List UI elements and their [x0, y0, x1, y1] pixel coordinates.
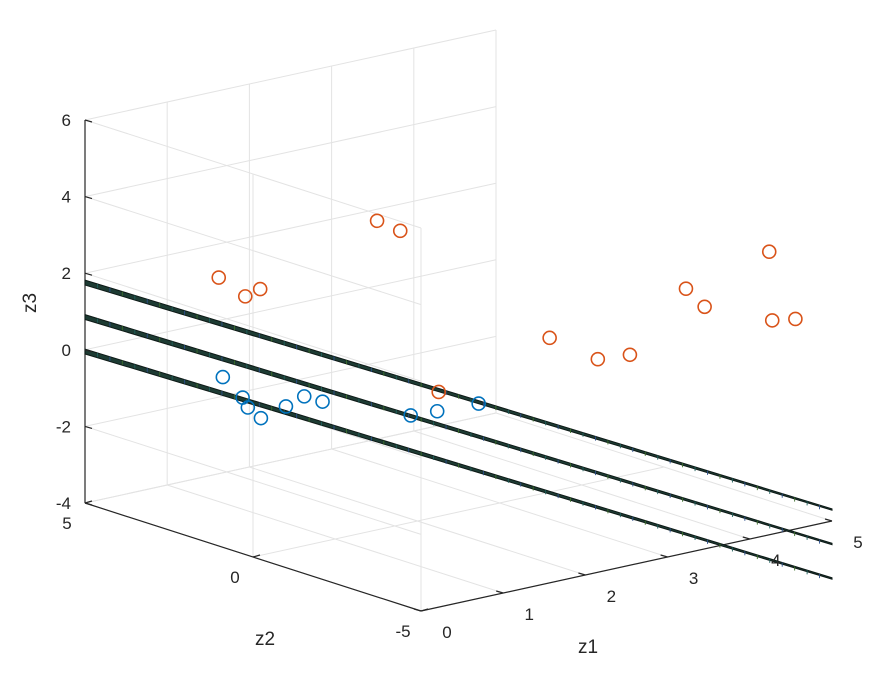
- y-tick-label: -5: [395, 622, 410, 641]
- data-point: [761, 244, 777, 260]
- x-tick-label: 1: [524, 605, 533, 624]
- data-point: [253, 410, 269, 426]
- gridline-z-backwall: [84, 106, 497, 198]
- data-point: [237, 289, 253, 304]
- z-tick-mark: [84, 425, 93, 429]
- data-point: [215, 369, 231, 385]
- z-tick-mark: [84, 196, 93, 200]
- gridline-z-sidewall: [84, 425, 422, 535]
- data-point: [429, 403, 445, 419]
- gridline-z-sidewall: [84, 119, 422, 229]
- data-point: [622, 347, 638, 363]
- scatter-points: [211, 213, 803, 426]
- z-tick-label: 0: [62, 341, 71, 360]
- x-axis-line: [420, 520, 833, 612]
- x-tick-label: 5: [853, 533, 862, 552]
- z-tick-label: 6: [62, 111, 71, 130]
- data-point: [431, 384, 447, 400]
- data-point: [788, 311, 803, 327]
- gridline-z-sidewall: [84, 272, 422, 382]
- x-axis-label: z1: [578, 637, 598, 658]
- z-tick-label: -2: [56, 417, 71, 436]
- y-tick-mark: [252, 554, 261, 558]
- x-tick-mark: [660, 554, 668, 558]
- y-tick-label: 0: [230, 568, 239, 587]
- z-tick-mark: [84, 119, 93, 123]
- data-point: [252, 281, 268, 297]
- data-point: [542, 330, 557, 346]
- x-tick-mark: [496, 590, 504, 594]
- data-point: [764, 313, 780, 328]
- decision-surfaces: [84, 279, 833, 580]
- data-point: [278, 399, 294, 414]
- x-tick-label: 0: [442, 623, 451, 642]
- gridline-z-backwall: [84, 182, 497, 274]
- z-tick-mark: [84, 272, 93, 276]
- y-tick-label: 5: [62, 514, 71, 533]
- x-tick-mark: [742, 536, 750, 540]
- data-point: [211, 270, 227, 285]
- gridline-y-floor: [252, 466, 665, 558]
- gridline-z-backwall: [84, 412, 497, 504]
- z-tick-label: -4: [56, 494, 71, 513]
- x-tick-mark: [413, 608, 422, 612]
- y-tick-mark: [84, 500, 93, 504]
- gridline-z-sidewall: [84, 196, 422, 306]
- data-point: [369, 213, 385, 229]
- z-tick-mark: [84, 349, 93, 353]
- data-point: [471, 396, 486, 411]
- x-tick-label: 3: [689, 569, 698, 588]
- data-point: [315, 394, 330, 409]
- y-axis-label: z2: [255, 629, 275, 650]
- data-point: [590, 351, 606, 367]
- grid-lines: [84, 29, 833, 612]
- z-tick-label: 2: [62, 264, 71, 283]
- x-tick-mark: [578, 572, 586, 576]
- data-point: [697, 299, 712, 315]
- data-point: [403, 408, 418, 423]
- x-tick-label: 4: [771, 551, 780, 570]
- x-tick-label: 2: [607, 587, 616, 606]
- x-tick-mark: [824, 518, 833, 522]
- data-point: [296, 389, 312, 404]
- data-point: [678, 281, 694, 296]
- data-point: [392, 223, 408, 239]
- data-point: [240, 400, 256, 415]
- gridline-z-backwall: [84, 29, 497, 121]
- gridline-z-backwall: [84, 259, 497, 351]
- z-tick-mark: [84, 502, 93, 506]
- z-tick-label: 4: [62, 188, 71, 207]
- z-axis-label: z3: [20, 293, 41, 313]
- y-tick-mark: [420, 608, 429, 612]
